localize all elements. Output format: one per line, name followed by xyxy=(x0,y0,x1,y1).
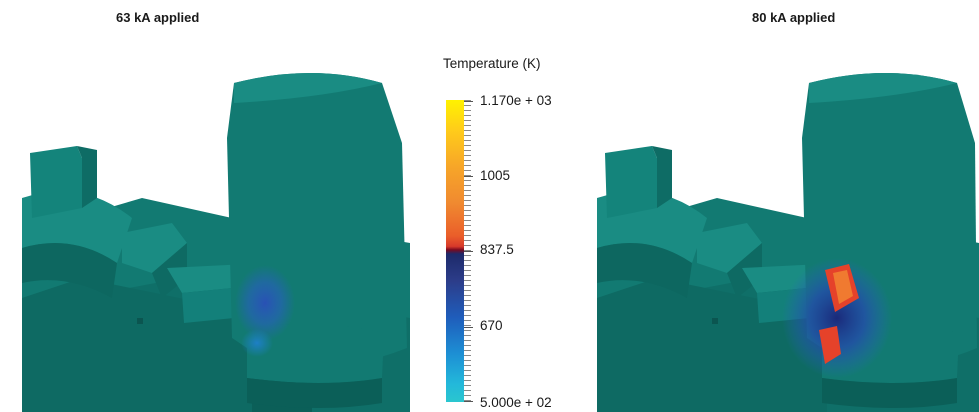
colorbar-tick xyxy=(464,401,473,402)
colorbar-label: 670 xyxy=(480,318,503,333)
legend-title: Temperature (K) xyxy=(443,56,541,71)
right-simulation-image xyxy=(597,58,979,412)
left-simulation-image xyxy=(22,58,410,412)
right-panel-title: 80 kA applied xyxy=(752,10,836,25)
colorbar-tick xyxy=(464,176,473,177)
colorbar-label: 1005 xyxy=(480,168,511,183)
colorbar-tick xyxy=(464,251,473,252)
left-panel-title: 63 kA applied xyxy=(116,10,200,25)
temperature-colorbar xyxy=(446,100,464,402)
colorbar-tick xyxy=(464,327,473,328)
colorbar-label-max: 1.170e + 03 xyxy=(480,93,552,108)
colorbar-label-min: 5.000e + 02 xyxy=(480,395,552,410)
colorbar-label: 837.5 xyxy=(480,242,514,257)
colorbar-tick xyxy=(464,101,473,102)
